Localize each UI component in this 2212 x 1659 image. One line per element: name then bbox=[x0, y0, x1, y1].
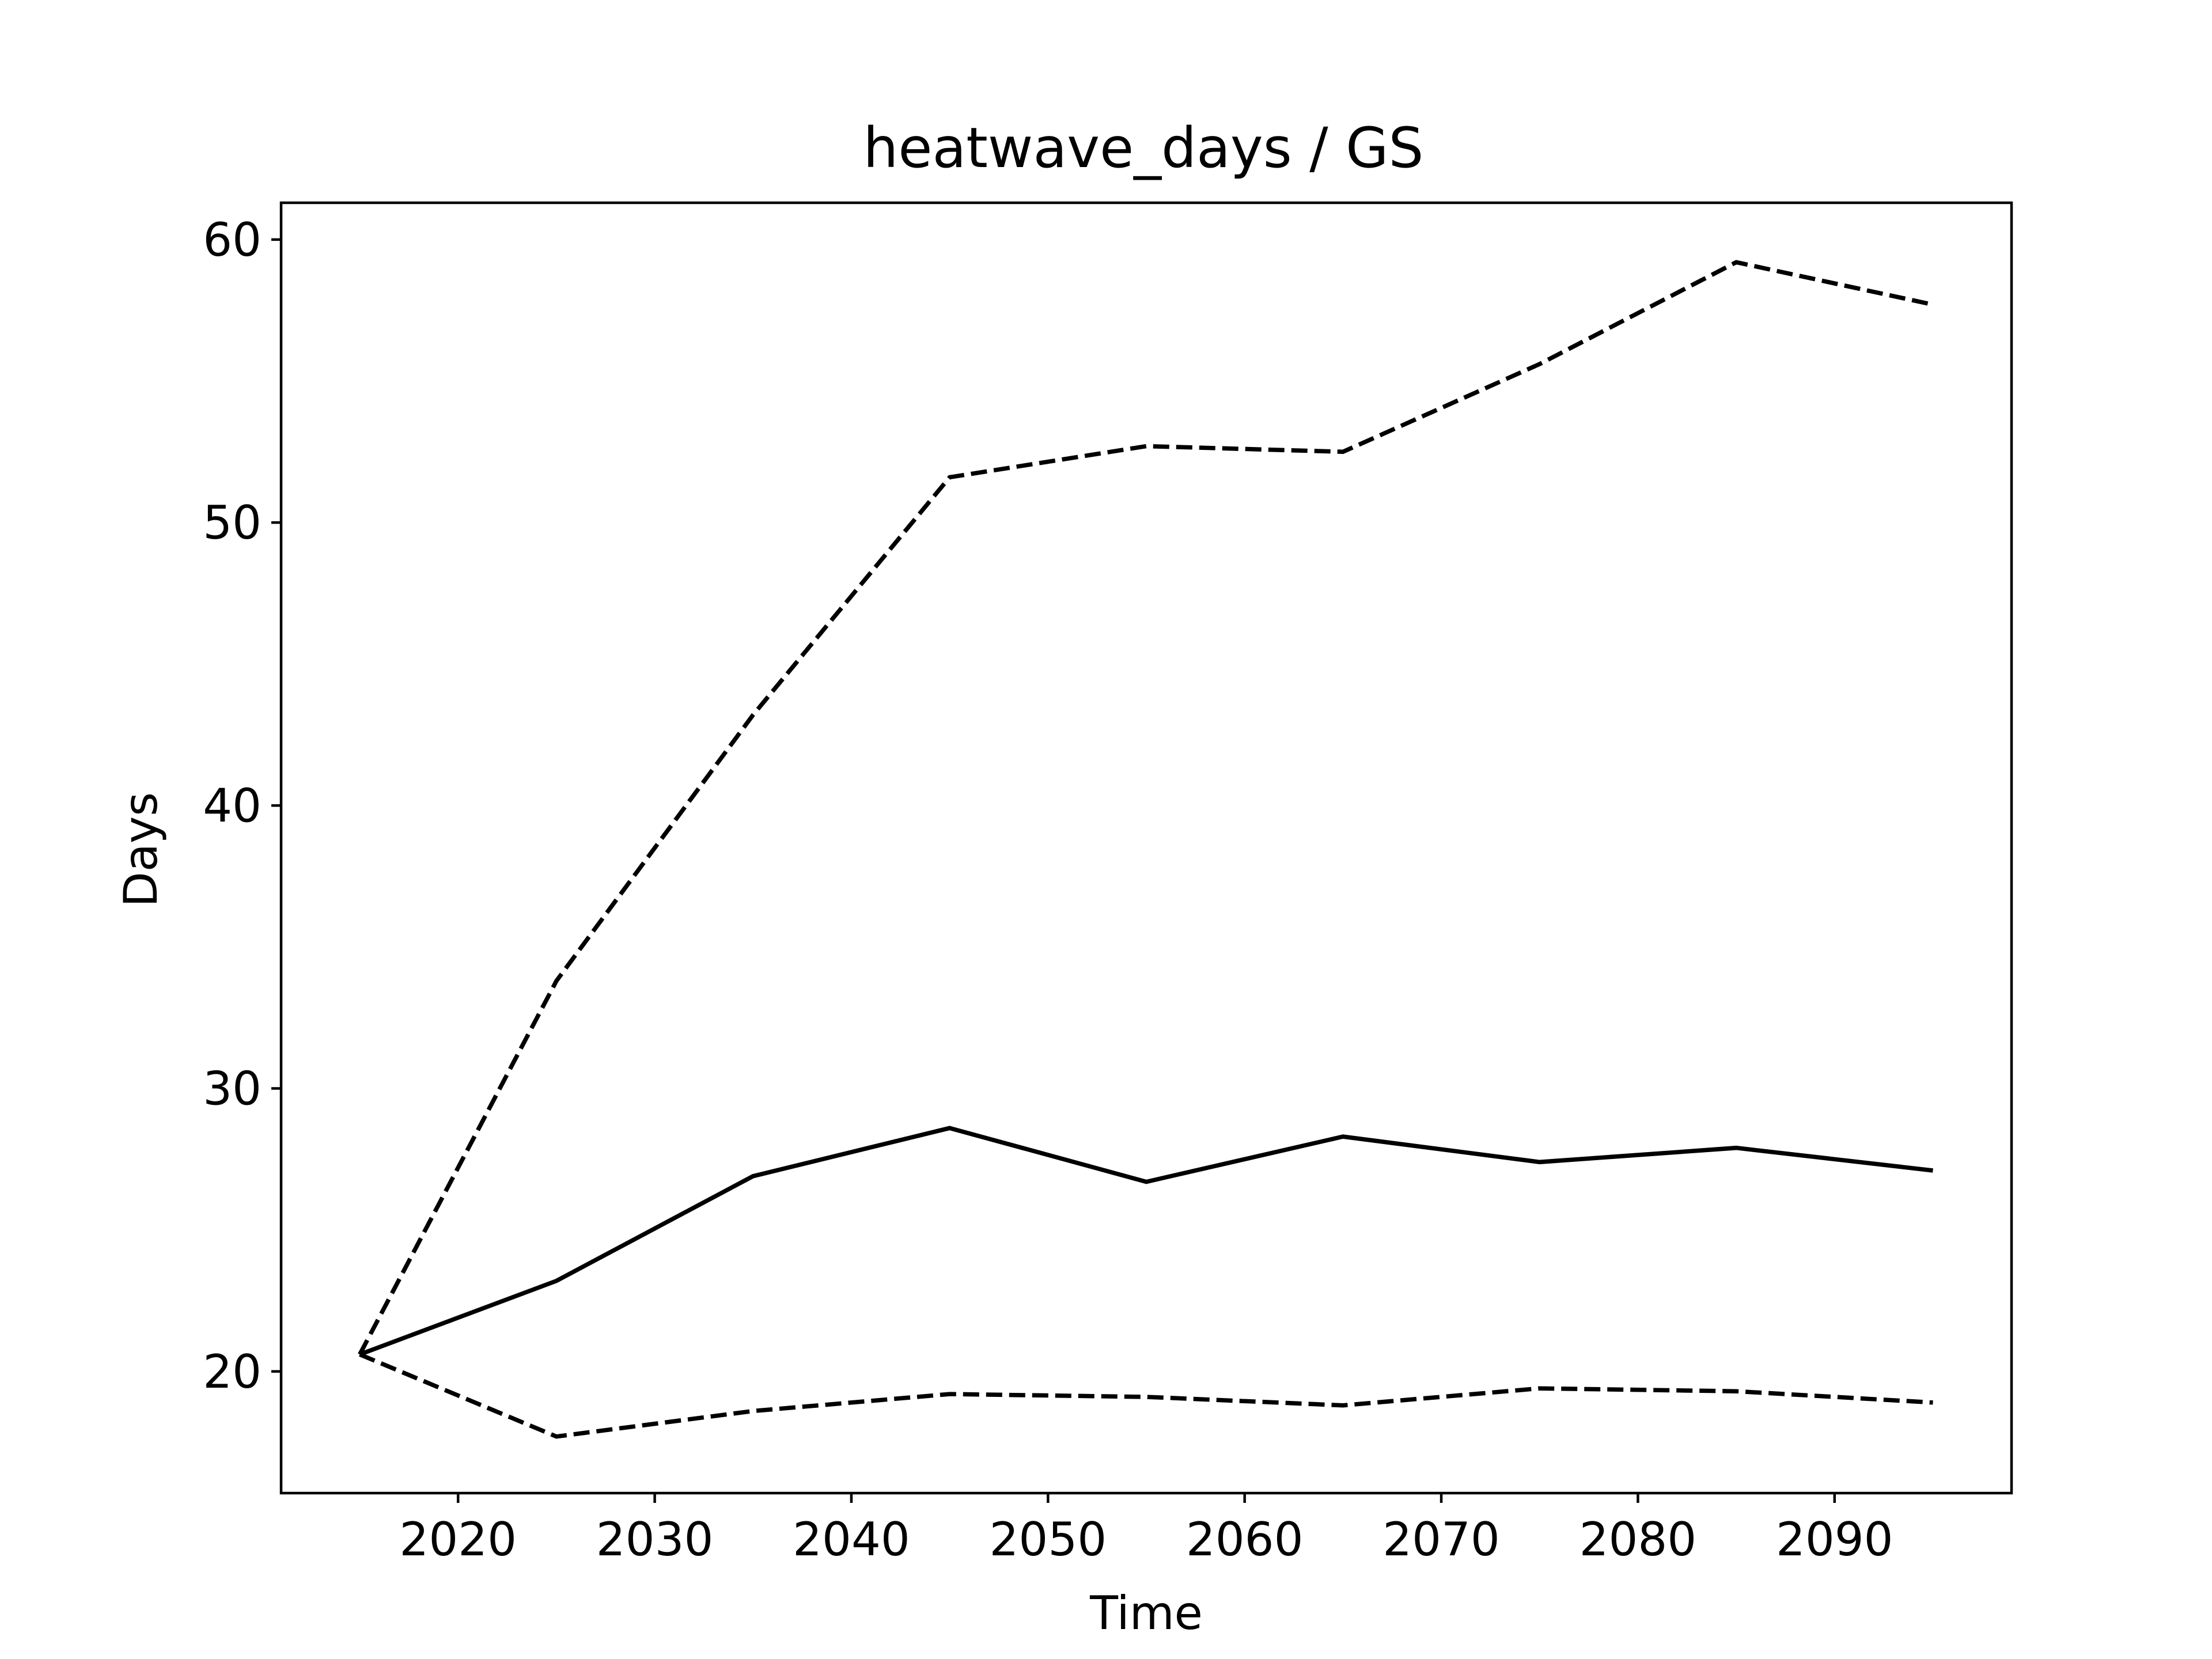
y-axis: 20 30 40 50 60 bbox=[203, 213, 281, 1399]
x-axis: 2020 2030 2040 2050 2060 2070 2080 2090 bbox=[399, 1493, 1893, 1566]
chart-title: heatwave_days / GS bbox=[863, 116, 1424, 180]
x-tick-label: 2070 bbox=[1382, 1513, 1500, 1566]
x-tick-label: 2020 bbox=[399, 1513, 517, 1566]
x-tick-label: 2080 bbox=[1580, 1513, 1697, 1566]
series-line-3 bbox=[359, 1352, 1933, 1439]
x-tick-label: 2050 bbox=[990, 1513, 1107, 1566]
x-tick-label: 2030 bbox=[596, 1513, 714, 1566]
x-tick-label: 2090 bbox=[1776, 1513, 1893, 1566]
y-tick-label: 30 bbox=[203, 1062, 262, 1116]
series-line-1 bbox=[359, 1126, 1933, 1357]
x-tick-label: 2060 bbox=[1186, 1513, 1304, 1566]
series-layer bbox=[358, 260, 1934, 1439]
y-tick-label: 20 bbox=[203, 1345, 262, 1399]
plot-area bbox=[279, 201, 2013, 1495]
y-tick-label: 50 bbox=[203, 496, 262, 550]
y-tick-label: 40 bbox=[203, 779, 262, 832]
y-tick-label: 60 bbox=[203, 213, 262, 267]
y-axis-label: Days bbox=[114, 792, 168, 907]
x-tick-label: 2040 bbox=[793, 1513, 910, 1566]
series-line-2 bbox=[358, 260, 1934, 1356]
x-axis-label: Time bbox=[1089, 1586, 1203, 1640]
